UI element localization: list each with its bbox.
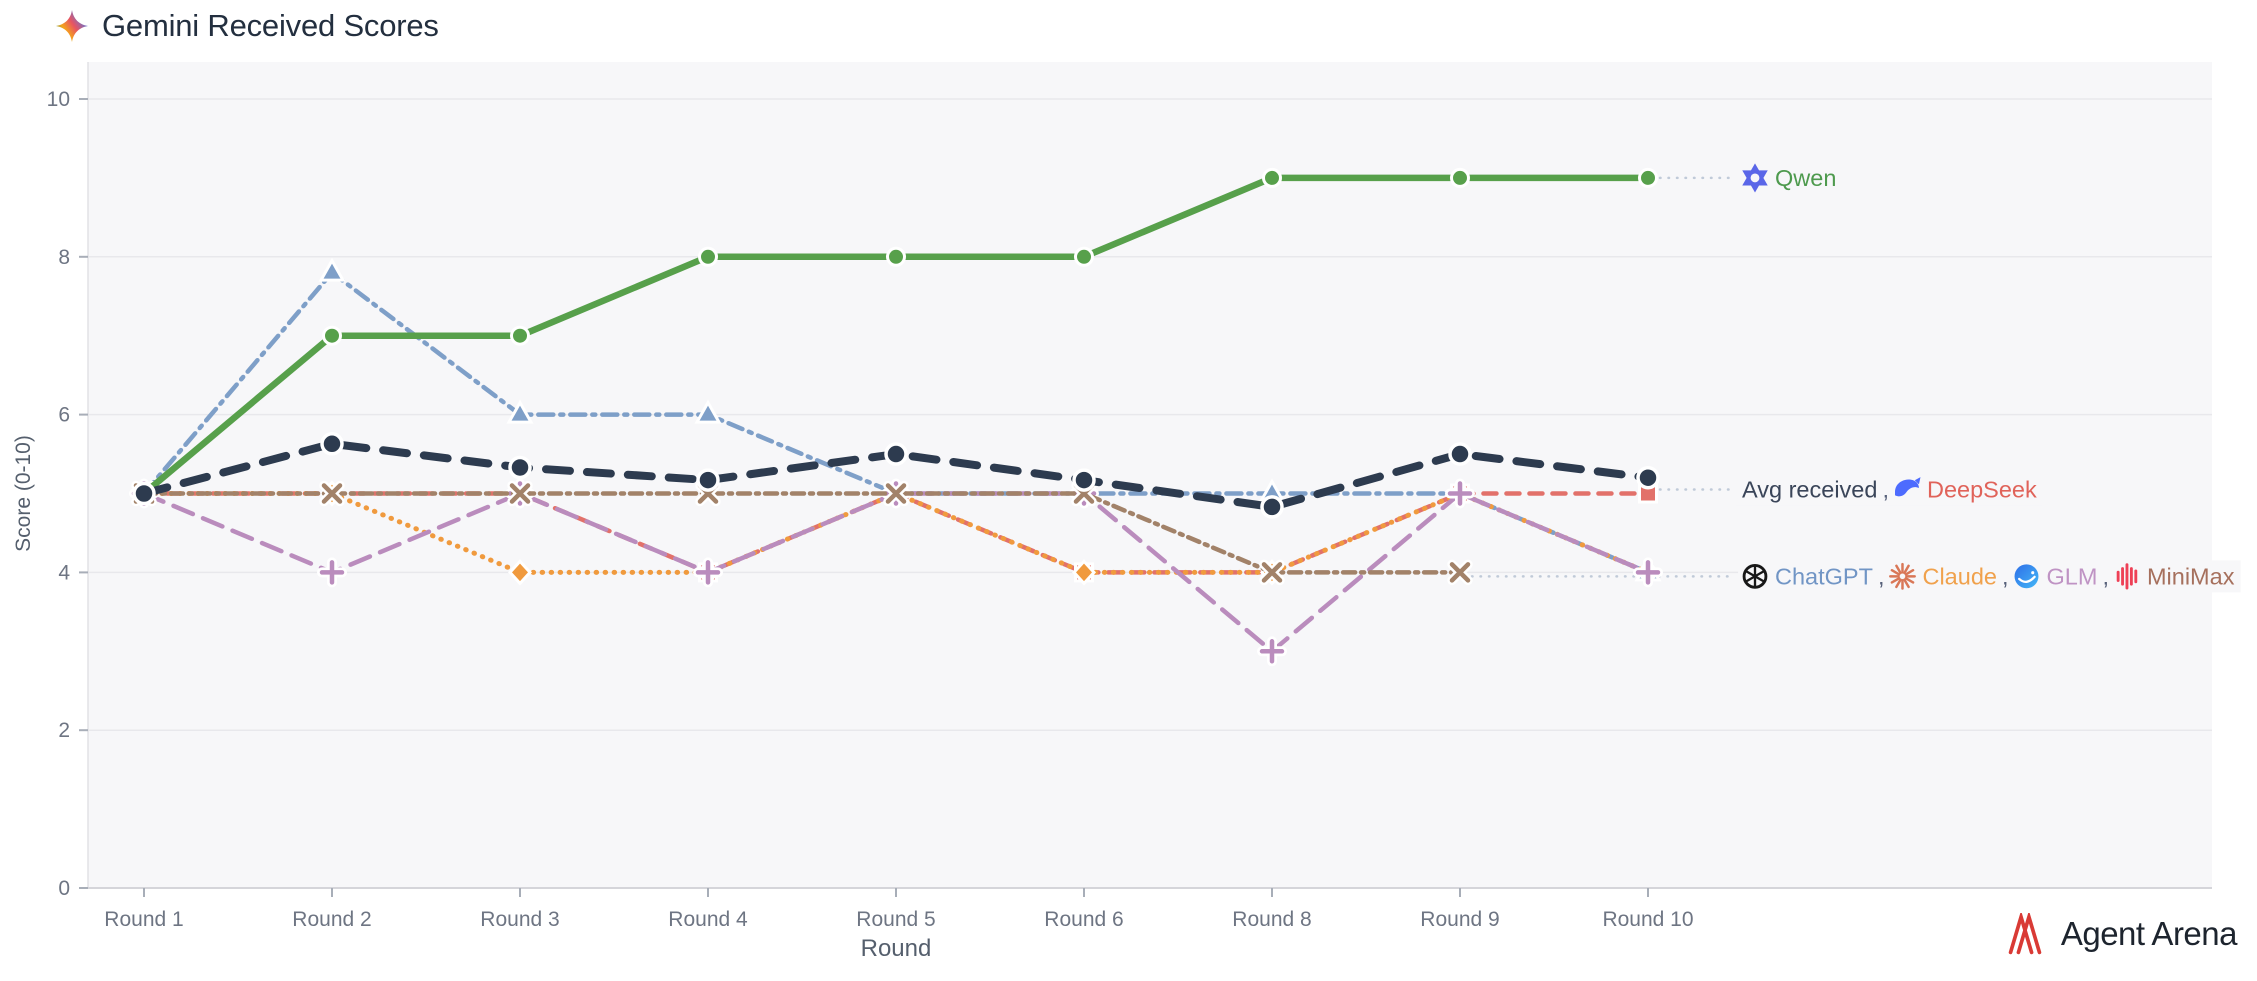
x-tick-label: Round 6 xyxy=(1044,908,1123,931)
y-tick-label: 8 xyxy=(58,246,70,269)
data-point[interactable] xyxy=(1259,639,1285,664)
annotation-label: MiniMax xyxy=(2147,563,2235,589)
y-axis-title: Score (0-10) xyxy=(12,435,35,552)
minimax-icon xyxy=(2116,563,2138,590)
data-point[interactable] xyxy=(506,399,534,424)
claude-icon xyxy=(1889,562,1916,590)
data-point[interactable] xyxy=(1448,442,1472,466)
annotation-label: DeepSeek xyxy=(1927,477,2037,503)
deepseek-icon xyxy=(1895,477,1921,497)
series-avg-received[interactable] xyxy=(132,432,1660,519)
data-point[interactable] xyxy=(508,455,532,480)
y-axis-ticks: 0 2 4 6 8 10 xyxy=(47,88,88,900)
data-point[interactable] xyxy=(1071,559,1097,586)
x-axis-title: Round xyxy=(861,935,932,962)
annotation-bg xyxy=(1736,473,2043,506)
data-point[interactable] xyxy=(320,432,344,456)
data-point[interactable] xyxy=(696,468,720,492)
x-tick-label: Round 3 xyxy=(480,908,559,931)
leader-lines xyxy=(1470,176,1736,578)
annotation-label: ChatGPT xyxy=(1775,563,1873,589)
data-point[interactable] xyxy=(1450,167,1470,188)
annotation-label: , xyxy=(1878,563,1885,589)
annotation-label: , xyxy=(1882,477,1889,503)
x-tick-label: Round 2 xyxy=(292,908,371,931)
data-point[interactable] xyxy=(694,399,722,424)
data-point[interactable] xyxy=(319,560,345,585)
x-tick-label: Round 10 xyxy=(1602,908,1693,931)
data-point[interactable] xyxy=(1261,562,1283,583)
data-point[interactable] xyxy=(507,559,533,586)
chatgpt-icon xyxy=(1742,563,1768,589)
annotation-label: Avg received xyxy=(1742,477,1877,503)
data-point[interactable] xyxy=(1636,465,1660,490)
series-annotation: ChatGPT , Claude , GLM , MiniMax xyxy=(1738,560,2241,593)
x-tick-label: Round 5 xyxy=(856,908,935,931)
y-tick-label: 4 xyxy=(58,561,70,584)
data-point[interactable] xyxy=(1449,562,1471,583)
x-tick-label: Round 9 xyxy=(1420,908,1499,931)
chart-title-bar: Gemini Received Scores xyxy=(54,8,439,44)
data-point[interactable] xyxy=(322,325,342,346)
y-tick-label: 10 xyxy=(47,88,70,111)
data-point[interactable] xyxy=(1262,167,1282,188)
x-axis-ticks: Round 1 Round 2 Round 3 Round 4 Round 5 Round… xyxy=(104,888,1694,931)
glm-icon xyxy=(2014,564,2039,589)
page-title: Gemini Received Scores xyxy=(102,8,439,43)
y-tick-label: 6 xyxy=(58,404,70,427)
data-point[interactable] xyxy=(1072,468,1096,492)
data-point[interactable] xyxy=(318,257,346,282)
series-annotation: Qwen xyxy=(1736,160,1843,196)
data-point[interactable] xyxy=(886,246,906,267)
x-tick-label: Round 8 xyxy=(1232,908,1311,931)
agent-arena-logo-icon xyxy=(2002,913,2048,955)
data-point[interactable] xyxy=(1638,167,1658,188)
qwen-icon xyxy=(1742,163,1768,193)
annotation-bg xyxy=(1738,560,2241,593)
data-point[interactable] xyxy=(510,325,530,346)
data-point[interactable] xyxy=(885,483,907,504)
annotation-label: Qwen xyxy=(1775,165,1836,191)
data-point[interactable] xyxy=(695,560,721,585)
series-annotation: Avg received , DeepSeek xyxy=(1736,473,2043,506)
annotation-label: , xyxy=(2002,563,2009,589)
annotation-label: Claude xyxy=(1922,563,1996,589)
data-point[interactable] xyxy=(1260,495,1284,519)
data-point[interactable] xyxy=(1635,560,1661,585)
annotation-label: , xyxy=(2102,563,2109,589)
y-tick-label: 2 xyxy=(58,719,70,742)
data-point[interactable] xyxy=(132,481,156,506)
annotation-label: GLM xyxy=(2047,563,2098,589)
x-tick-label: Round 1 xyxy=(104,908,183,931)
data-point[interactable] xyxy=(509,483,531,504)
gemini-icon xyxy=(54,8,90,44)
series-minimax-line xyxy=(141,491,1463,575)
data-point[interactable] xyxy=(1074,246,1094,267)
footer-brand-text: Agent Arena xyxy=(2060,915,2238,952)
data-point[interactable] xyxy=(321,483,343,504)
x-tick-label: Round 4 xyxy=(668,908,748,931)
data-point[interactable] xyxy=(1447,481,1473,506)
y-tick-label: 0 xyxy=(58,877,70,900)
data-point[interactable] xyxy=(884,442,908,466)
footer-brand: Agent Arena xyxy=(2002,913,2238,955)
data-point[interactable] xyxy=(698,246,718,267)
